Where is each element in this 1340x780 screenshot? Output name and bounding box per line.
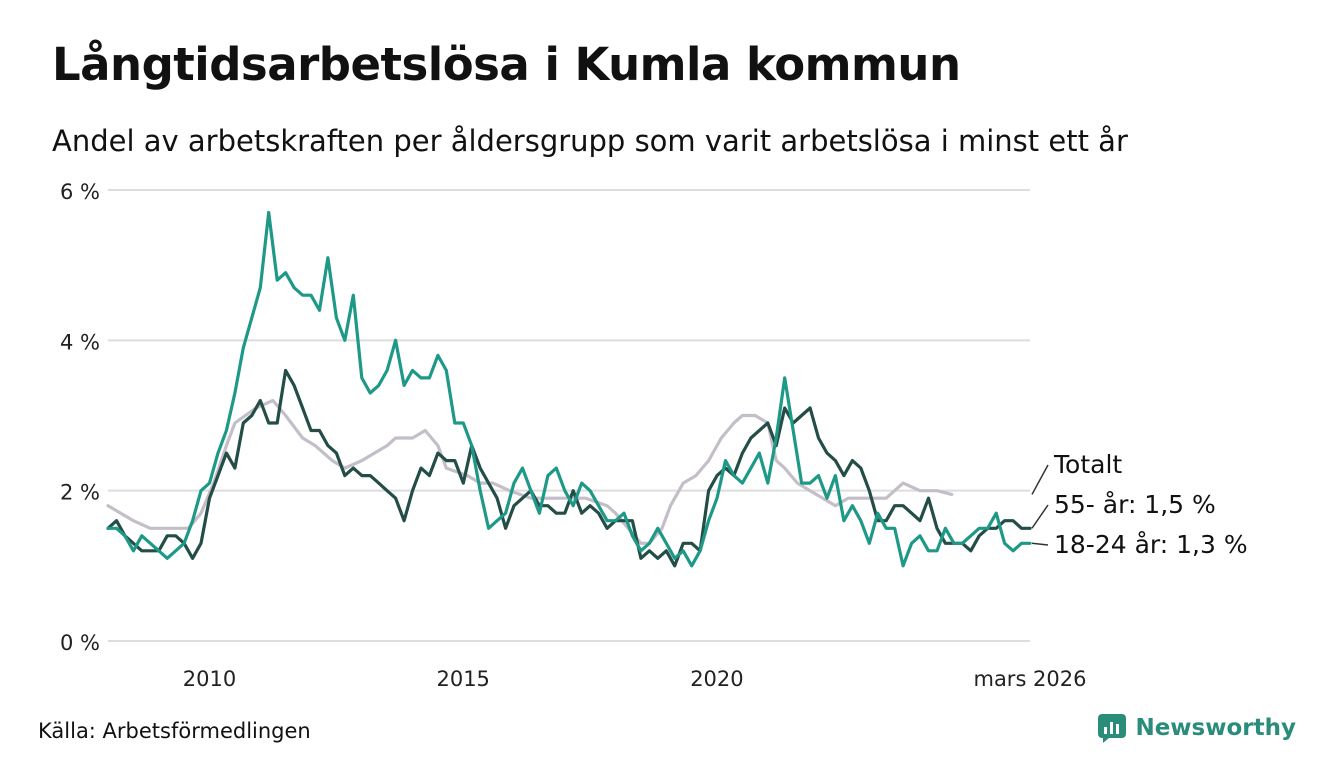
grid-layer: 0 % 2 % 4 % 6 % 2010 2015 2020 mars 2026 [60, 180, 1087, 691]
brand-logo[interactable]: Newsworthy [1097, 713, 1296, 743]
y-tick-label: 0 % [60, 631, 100, 655]
series-label: 18-24 år: 1,3 % [1054, 530, 1248, 559]
series-layer [106, 210, 1032, 568]
series-label-connector [1031, 464, 1049, 495]
x-tick-label: mars 2026 [973, 667, 1086, 691]
label-layer: Totalt 55- år: 1,5 % 18-24 år: 1,3 % [1031, 450, 1248, 559]
y-tick-label: 2 % [60, 481, 100, 505]
y-tick-label: 4 % [60, 330, 100, 354]
series-label: Totalt [1053, 450, 1122, 479]
brand-name: Newsworthy [1135, 715, 1296, 741]
newsworthy-logo-icon [1098, 714, 1127, 743]
series-line-0 [106, 398, 954, 545]
series-line-1 [106, 368, 1032, 568]
series-label: 55- år: 1,5 % [1054, 490, 1216, 519]
x-tick-label: 2020 [690, 667, 743, 691]
series-label-connector [1031, 504, 1049, 529]
series-line-2 [106, 210, 1032, 568]
source-note: Källa: Arbetsförmedlingen [38, 719, 311, 743]
y-tick-label: 6 % [60, 180, 100, 204]
chart-title: Långtidsarbetslösa i Kumla kommun [52, 38, 961, 91]
series-label-connector [1031, 542, 1049, 546]
x-tick-label: 2010 [183, 667, 236, 691]
chart-subtitle: Andel av arbetskraften per åldersgrupp s… [52, 124, 1128, 158]
x-tick-label: 2015 [436, 667, 489, 691]
